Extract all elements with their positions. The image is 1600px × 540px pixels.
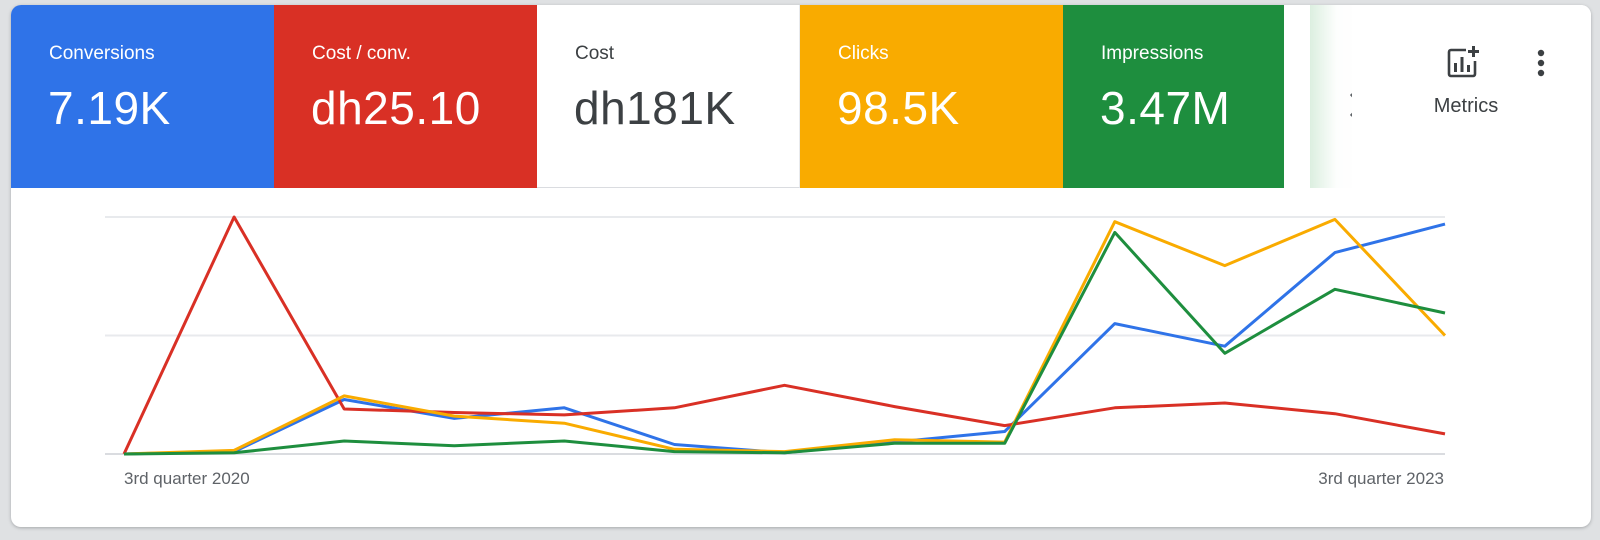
more-vert-icon — [1537, 49, 1545, 77]
more-options-button[interactable] — [1527, 45, 1555, 81]
series-line-clicks[interactable] — [123, 217, 1447, 456]
metric-tile-value: 3.47M — [1100, 82, 1231, 134]
chart-toolbar — [1352, 5, 1591, 188]
add-chart-icon — [1447, 46, 1479, 78]
metric-tile-cost-per-conversion[interactable]: Cost / conv. dh25.10 — [274, 5, 537, 188]
metric-tile-label: Impressions — [1101, 43, 1204, 64]
metric-tile-label: Clicks — [838, 43, 889, 64]
metric-tile-label: Cost / conv. — [312, 43, 411, 64]
metric-tile-conversions[interactable]: Conversions 7.19K — [11, 5, 274, 188]
metric-tile-value: 98.5K — [837, 82, 960, 134]
metric-tile-value: dh181K — [574, 82, 736, 134]
metric-tile-cost[interactable]: Cost dh181K — [537, 5, 800, 188]
metric-tile-value: 7.19K — [48, 82, 171, 134]
x-tick-label-start: 3rd quarter 2020 — [124, 469, 250, 488]
metric-tiles: Conversions 7.19K Cost / conv. dh25.10 C… — [11, 5, 1284, 188]
metrics-button[interactable]: Metrics — [1416, 43, 1516, 125]
performance-line-chart: 3rd quarter 2020 3rd quarter 2023 — [105, 215, 1447, 488]
metrics-button-label: Metrics — [1433, 95, 1499, 117]
series-line-impressions[interactable] — [123, 230, 1446, 456]
x-tick-label-end: 3rd quarter 2023 — [1318, 469, 1444, 488]
metric-tile-label: Cost — [575, 43, 615, 64]
metric-tile-label: Conversions — [49, 43, 155, 64]
performance-card: Conversions 7.19K Cost / conv. dh25.10 C… — [11, 5, 1591, 527]
metric-tile-impressions[interactable]: Impressions 3.47M — [1063, 5, 1284, 188]
series-line-cost-conv[interactable] — [122, 215, 1446, 455]
metric-tile-clicks[interactable]: Clicks 98.5K — [800, 5, 1063, 188]
chart-series-lines — [122, 215, 1447, 456]
metric-tile-value: dh25.10 — [311, 82, 481, 134]
